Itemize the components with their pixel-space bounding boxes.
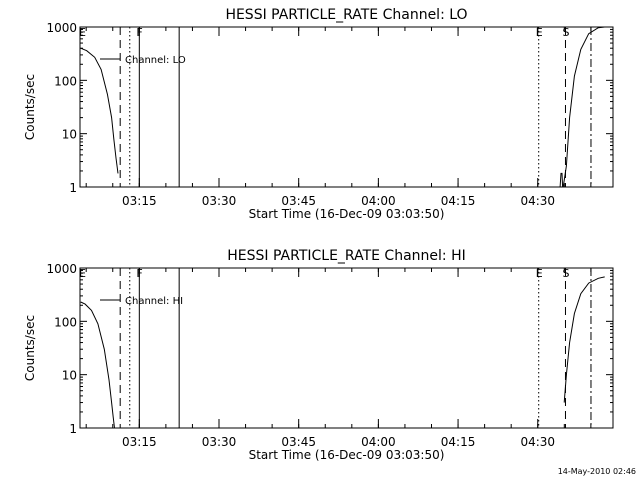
marker-label: F	[136, 26, 142, 39]
x-tick-label: 03:45	[281, 435, 316, 449]
marker-label: S	[562, 267, 569, 280]
series-line	[563, 276, 605, 403]
y-tick-label: 100	[54, 74, 77, 88]
plot-frame	[79, 26, 614, 188]
legend-label: Channel: LO	[125, 55, 186, 66]
x-tick-label: 03:15	[122, 194, 157, 208]
y-tick-label: 10	[62, 369, 77, 383]
marker-label: E	[79, 267, 86, 280]
x-axis-label: Start Time (16-Dec-09 03:03:50)	[249, 207, 445, 221]
x-tick-label: 04:00	[361, 194, 396, 208]
chart-title: HESSI PARTICLE_RATE Channel: LO	[225, 7, 467, 23]
y-tick-label: 1	[69, 181, 77, 195]
y-tick-label: 1	[69, 422, 77, 436]
y-tick-label: 1000	[46, 262, 77, 276]
y-tick-label: 1000	[46, 21, 77, 35]
x-tick-label: 03:30	[202, 194, 237, 208]
marker-label: E	[536, 26, 543, 39]
series-line	[80, 301, 115, 429]
x-tick-label: 04:30	[520, 194, 555, 208]
x-axis-label: Start Time (16-Dec-09 03:03:50)	[249, 448, 445, 462]
y-tick-label: 10	[62, 128, 77, 142]
y-axis-label: Counts/sec	[23, 315, 37, 381]
marker-label: F	[136, 267, 142, 280]
marker-label: E	[79, 26, 86, 39]
x-tick-label: 03:30	[202, 435, 237, 449]
y-tick-label: 100	[54, 315, 77, 329]
chart-1: HESSI PARTICLE_RATE Channel: LO 1 10 100 100…	[23, 7, 614, 221]
marker-label: S	[562, 26, 569, 39]
chart-title: HESSI PARTICLE_RATE Channel: HI	[227, 248, 465, 264]
y-axis-label: Counts/sec	[23, 74, 37, 140]
x-tick-label: 03:45	[281, 194, 316, 208]
legend-label: Channel: HI	[125, 296, 183, 307]
series-line	[562, 26, 613, 188]
x-tick-label: 04:15	[441, 435, 476, 449]
chart-2: HESSI PARTICLE_RATE Channel: HI 1 10 100 100…	[23, 248, 614, 462]
series-line	[559, 172, 564, 188]
series-line	[80, 47, 119, 174]
x-tick-label: 03:15	[122, 435, 157, 449]
footer-date: 14-May-2010 02:46	[558, 467, 636, 476]
marker-label: E	[536, 267, 543, 280]
x-tick-label: 04:00	[361, 435, 396, 449]
x-tick-label: 04:15	[441, 194, 476, 208]
plot-frame	[79, 267, 614, 429]
x-tick-label: 04:30	[520, 435, 555, 449]
